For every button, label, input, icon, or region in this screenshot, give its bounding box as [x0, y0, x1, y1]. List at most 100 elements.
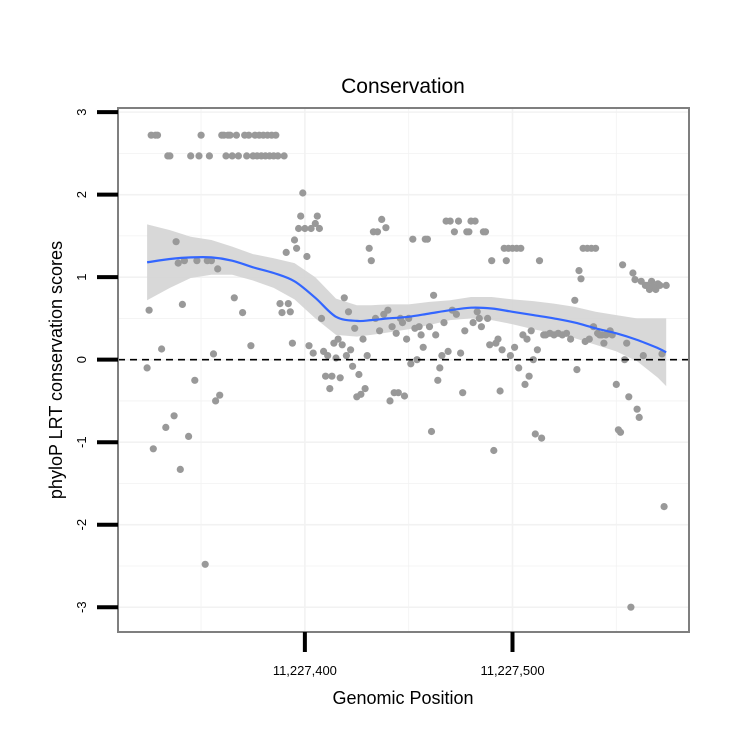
data-point [324, 352, 332, 360]
data-point [648, 277, 656, 285]
data-point [272, 131, 280, 139]
data-point [457, 349, 465, 357]
data-point [322, 372, 330, 380]
data-point [403, 335, 411, 343]
data-point [498, 346, 506, 354]
data-point [334, 335, 342, 343]
data-point [496, 387, 504, 395]
data-point [293, 244, 301, 252]
data-point [313, 212, 321, 220]
data-point [247, 342, 255, 350]
data-point [394, 389, 402, 397]
plot-panel [118, 108, 689, 632]
data-point [178, 300, 186, 308]
data-point [326, 385, 334, 393]
data-point [209, 350, 218, 358]
data-point [510, 343, 519, 351]
data-point [612, 380, 620, 388]
data-point [515, 364, 523, 372]
data-point [631, 276, 639, 284]
data-point [517, 244, 525, 252]
data-point [280, 152, 288, 160]
data-point [521, 380, 529, 388]
data-point [469, 319, 477, 327]
data-point [303, 252, 311, 261]
data-point [444, 347, 452, 355]
data-point [616, 428, 625, 436]
data-point [336, 374, 344, 382]
data-point [600, 339, 608, 347]
data-point [145, 306, 153, 314]
data-point [191, 376, 199, 384]
chart-title: Conservation [341, 75, 465, 98]
data-point [639, 352, 647, 360]
data-point [363, 352, 371, 360]
data-point [344, 308, 353, 316]
data-point [571, 296, 579, 304]
smooth-line-group [146, 255, 667, 354]
data-point [309, 349, 317, 357]
data-point [378, 215, 386, 223]
data-point [317, 314, 326, 322]
data-point [535, 257, 544, 265]
data-point [660, 503, 668, 511]
data-point [425, 323, 434, 331]
data-point [506, 352, 514, 360]
data-point [592, 244, 600, 252]
data-point [481, 228, 490, 236]
data-point [361, 385, 369, 393]
data-point [407, 360, 415, 368]
data-point [575, 267, 583, 275]
data-point [440, 319, 448, 327]
data-point [533, 346, 542, 354]
data-point [635, 413, 643, 421]
data-point [307, 224, 315, 233]
data-point [415, 323, 423, 331]
data-point [187, 152, 195, 160]
data-point [297, 212, 305, 220]
data-point [340, 294, 348, 302]
data-point [232, 131, 240, 139]
data-point [461, 327, 469, 335]
data-point [619, 261, 627, 269]
y-tick-label: 2 [74, 191, 89, 198]
data-point [386, 397, 394, 405]
data-point [342, 352, 350, 360]
data-point [529, 356, 537, 364]
data-point [373, 228, 382, 236]
data-point [230, 294, 238, 302]
data-point [197, 131, 205, 139]
data-point [278, 309, 286, 317]
data-point [623, 339, 631, 347]
data-point [567, 335, 575, 343]
data-point [417, 331, 425, 339]
data-point [527, 327, 535, 335]
data-point [162, 423, 170, 431]
data-point [205, 152, 213, 160]
x-axis-title: Genomic Position [332, 688, 473, 708]
data-point [214, 265, 222, 273]
y-tick-label: -1 [74, 436, 89, 448]
data-point [286, 308, 294, 316]
data-point [475, 314, 483, 322]
data-point [459, 389, 467, 397]
data-point [450, 228, 458, 236]
data-point [332, 354, 340, 362]
data-point [357, 390, 365, 398]
data-point [195, 152, 203, 160]
data-point [376, 327, 384, 335]
data-point [166, 152, 174, 160]
data-point [446, 217, 454, 225]
data-point [301, 224, 309, 233]
data-point [384, 306, 392, 314]
y-tick-label: -2 [74, 519, 89, 531]
data-point [174, 259, 182, 267]
data-point [338, 341, 346, 349]
data-point [315, 224, 323, 233]
data-point [153, 131, 162, 139]
data-point [662, 281, 670, 289]
data-point [288, 339, 296, 347]
data-point [585, 335, 593, 343]
data-point [234, 152, 242, 160]
